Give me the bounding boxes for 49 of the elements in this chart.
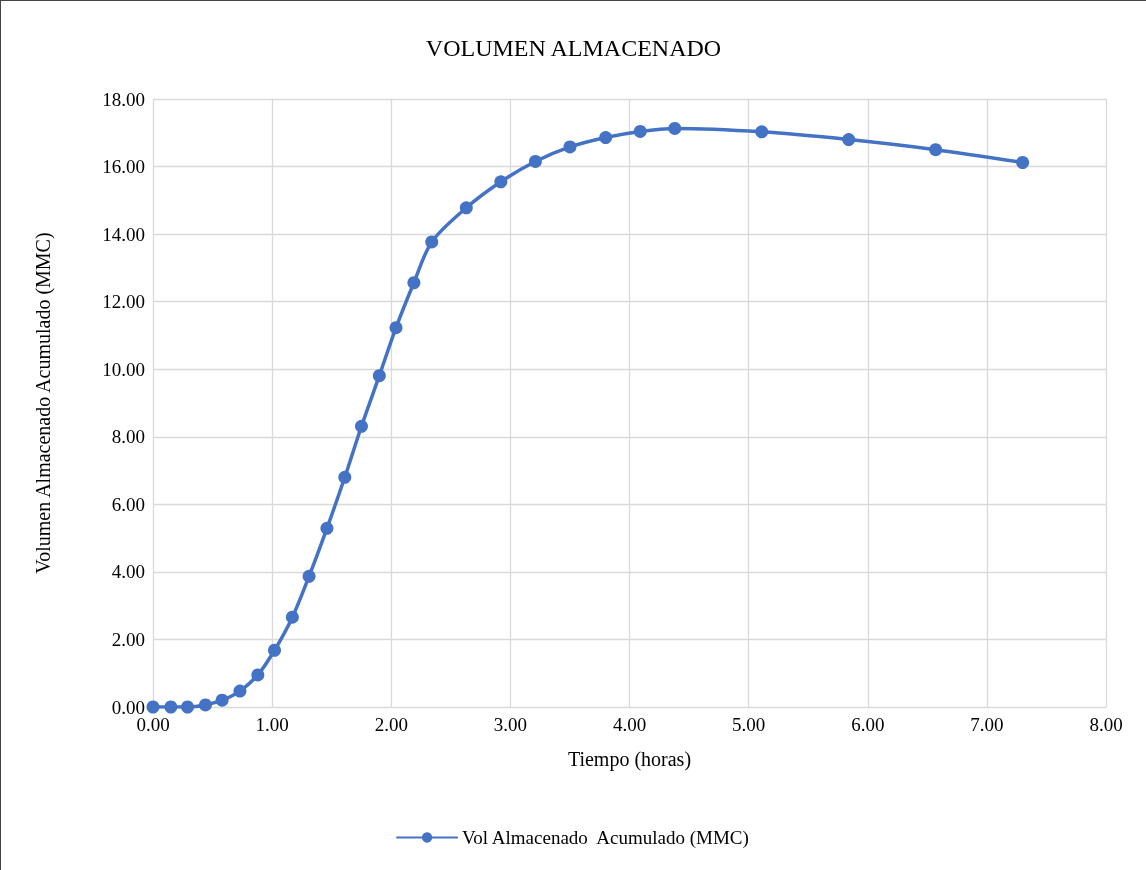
point <box>528 154 542 168</box>
point <box>494 175 508 189</box>
point <box>372 369 386 383</box>
x-tick-label: 1.00 <box>255 714 289 735</box>
point <box>389 321 403 335</box>
point <box>459 201 473 215</box>
legend-label: Vol Almacenado Acumulado (MMC) <box>462 827 749 849</box>
y-tick-label: 10.00 <box>102 358 145 380</box>
x-axis-title: Tiempo (horas) <box>567 748 692 771</box>
y-tick-label: 16.00 <box>102 156 145 178</box>
point <box>302 569 316 583</box>
point <box>181 700 195 714</box>
point <box>425 235 439 249</box>
y-tick-label: 18.00 <box>102 88 145 110</box>
point <box>268 643 282 657</box>
point <box>668 121 682 135</box>
x-tick-label: 2.00 <box>374 714 408 735</box>
point <box>929 143 943 157</box>
point <box>1016 156 1030 169</box>
x-tick-label: 4.00 <box>612 714 647 735</box>
point <box>320 521 334 535</box>
point <box>354 419 368 433</box>
point <box>633 124 647 138</box>
y-tick-label: 14.00 <box>102 223 145 245</box>
chart-title: VOLUMEN ALMACENADO <box>425 35 722 61</box>
point <box>407 276 421 290</box>
y-tick-label: 8.00 <box>111 426 145 448</box>
x-tick-label: 3.00 <box>493 714 527 735</box>
y-tick-label: 6.00 <box>111 493 145 515</box>
x-tick-label: 7.00 <box>970 714 1004 735</box>
point <box>146 700 160 714</box>
point <box>285 610 299 624</box>
y-tick-label: 4.00 <box>111 561 145 583</box>
x-tick-label: 6.00 <box>851 714 885 735</box>
point <box>251 668 265 682</box>
y-tick-label: 12.00 <box>102 291 145 313</box>
point <box>233 684 247 698</box>
x-tick-label: 5.00 <box>732 714 766 735</box>
point <box>164 700 178 714</box>
point <box>338 470 352 484</box>
point <box>563 140 577 154</box>
x-tick-label: 8.00 <box>1089 714 1123 735</box>
point <box>755 125 769 139</box>
point <box>599 131 613 144</box>
y-tick-label: 2.00 <box>111 628 145 650</box>
point <box>198 698 212 712</box>
point <box>842 133 856 147</box>
y-axis-title: Volumen Almacenado Acumulado (MMC) <box>32 232 55 574</box>
point <box>215 693 229 707</box>
